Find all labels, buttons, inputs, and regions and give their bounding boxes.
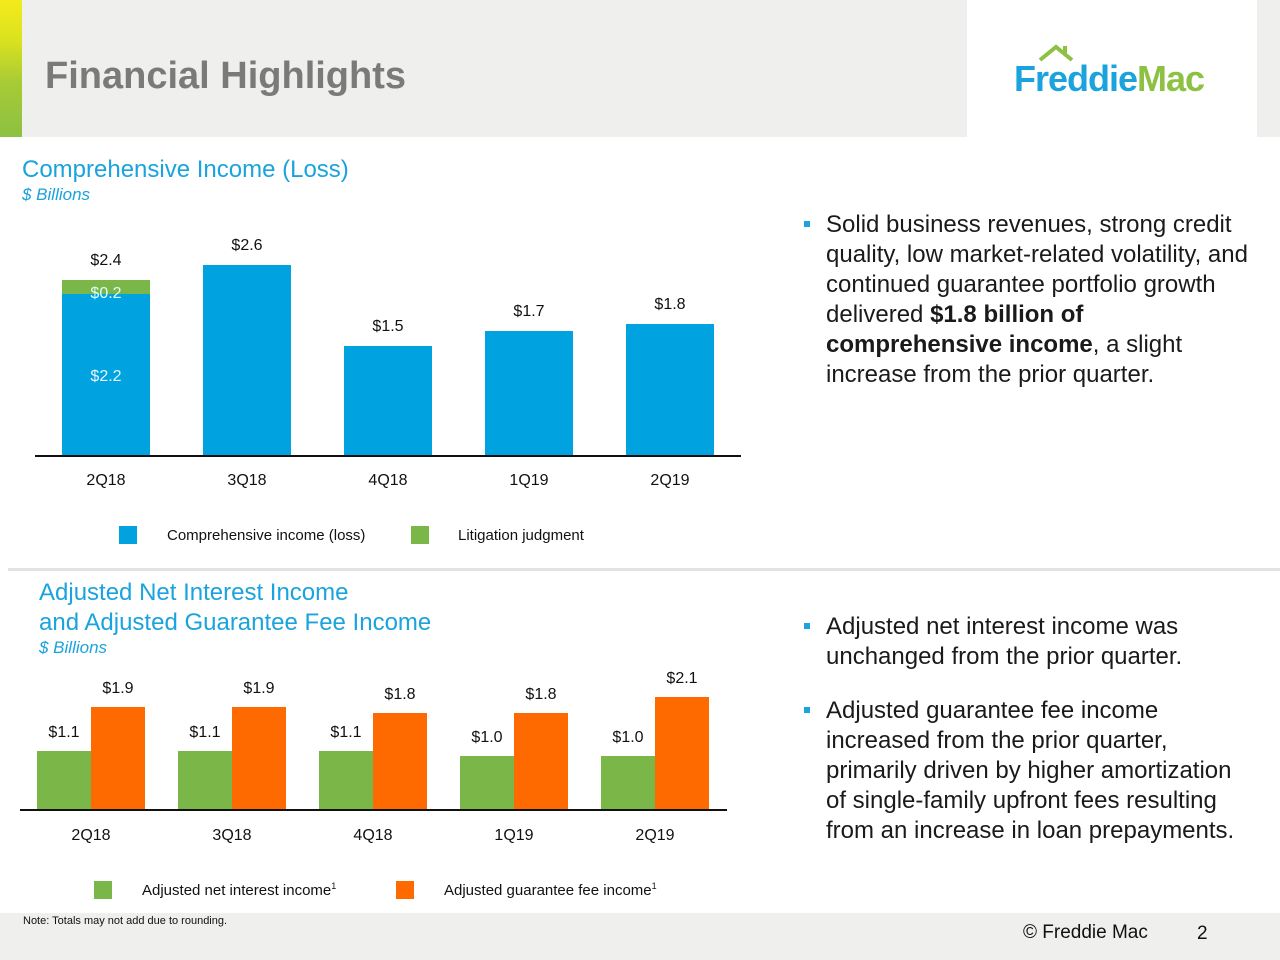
chart2-title-line2: and Adjusted Guarantee Fee Income bbox=[39, 609, 432, 636]
accent-bar bbox=[0, 0, 22, 137]
total-label: $2.4 bbox=[90, 251, 122, 269]
house-roof-icon bbox=[1038, 44, 1074, 62]
value-label: $1.1 bbox=[189, 723, 221, 741]
chart1-axis bbox=[35, 455, 741, 457]
x-tick-label: 1Q19 bbox=[509, 472, 549, 489]
legend-swatch-gfee bbox=[396, 881, 414, 899]
footer-note: Note: Totals may not add due to rounding… bbox=[23, 915, 228, 927]
segment-label-base: $2.2 bbox=[90, 368, 122, 385]
freddie-mac-logo: FreddieMac bbox=[1014, 44, 1205, 100]
chart2-units: $ Billions bbox=[39, 638, 108, 657]
bullet-icon bbox=[804, 623, 810, 629]
bar-guarantee-fee bbox=[514, 712, 568, 810]
bar-guarantee-fee bbox=[655, 696, 709, 810]
total-label: $1.5 bbox=[372, 317, 404, 335]
value-label: $1.9 bbox=[102, 680, 134, 698]
footer bbox=[0, 913, 1280, 960]
bar-net-interest bbox=[37, 750, 91, 810]
x-tick-label: 3Q18 bbox=[227, 472, 267, 489]
bullet-item: Solid business revenues, strong credit q… bbox=[800, 210, 1250, 390]
bar-guarantee-fee bbox=[91, 707, 145, 810]
legend-swatch-comprehensive bbox=[119, 526, 137, 544]
x-tick-label: 1Q19 bbox=[494, 827, 534, 844]
logo-part1: Freddie bbox=[1014, 58, 1138, 99]
bullet-text-end: , a slight increase from the prior quart… bbox=[826, 331, 1183, 388]
chart1-title: Comprehensive Income (Loss) bbox=[22, 156, 349, 183]
segment-label-top: $0.2 bbox=[90, 284, 122, 302]
x-tick-label: 2Q19 bbox=[650, 472, 690, 489]
legend-litigation: Litigation judgment bbox=[458, 527, 584, 544]
bullet-item: Adjusted net interest income was unchang… bbox=[800, 612, 1240, 672]
legend-nii: Adjusted net interest income1 bbox=[142, 881, 336, 899]
logo-part2: Mac bbox=[1137, 58, 1205, 99]
bar-comprehensive bbox=[485, 331, 573, 456]
chart2-title-line1: Adjusted Net Interest Income bbox=[39, 579, 349, 606]
page-number: 2 bbox=[1197, 923, 1208, 944]
legend-swatch-litigation bbox=[411, 526, 429, 544]
income-chart: $1.1 $1.9 2Q18 $1.1 $1.9 3Q18 $1.1 $1.8 4Q18 $1.0… bbox=[37, 669, 709, 844]
x-tick-label: 3Q18 bbox=[212, 827, 252, 844]
bullet-item: Adjusted guarantee fee income increased … bbox=[800, 696, 1240, 846]
bar-comprehensive bbox=[62, 294, 150, 456]
x-tick-label: 2Q18 bbox=[86, 472, 126, 489]
bullet-bold: $1.8 billion of comprehensive income bbox=[826, 301, 1093, 358]
value-label: $1.8 bbox=[384, 685, 416, 703]
bar-guarantee-fee bbox=[232, 707, 286, 810]
bullet-list-top: Solid business revenues, strong credit q… bbox=[800, 210, 1250, 390]
bar-comprehensive bbox=[344, 345, 432, 456]
bullet-text: Solid business revenues, strong credit q… bbox=[826, 211, 1248, 328]
footnote-mark: 1 bbox=[651, 881, 657, 891]
value-label: $1.9 bbox=[243, 680, 275, 698]
comprehensive-income-chart: $2.4 2Q18 $0.2 $2.2 $2.6 3Q18 $1.5 4Q18 $1.7 1Q19… bbox=[0, 0, 760, 560]
value-label: $1.0 bbox=[612, 729, 644, 746]
x-tick-label: 2Q18 bbox=[71, 827, 111, 844]
legend-swatch-nii bbox=[94, 881, 112, 899]
x-tick-label: 4Q18 bbox=[353, 827, 393, 844]
legend-gfee: Adjusted guarantee fee income1 bbox=[444, 881, 657, 899]
value-label: $2.1 bbox=[666, 669, 698, 687]
value-label: $1.8 bbox=[525, 685, 557, 703]
legend-gfee-text: Adjusted guarantee fee income bbox=[444, 882, 652, 899]
bar-comprehensive bbox=[626, 323, 714, 456]
value-label: $1.0 bbox=[471, 729, 503, 746]
bar-comprehensive bbox=[203, 264, 291, 456]
bullet-icon bbox=[804, 707, 810, 713]
value-label: $1.1 bbox=[330, 723, 362, 741]
logo-area bbox=[967, 0, 1257, 137]
chart1-units: $ Billions bbox=[22, 185, 91, 204]
bullet-list-bottom: Adjusted net interest income was unchang… bbox=[800, 612, 1240, 846]
footnote-mark: 1 bbox=[331, 881, 337, 891]
legend-comprehensive: Comprehensive income (loss) bbox=[167, 527, 366, 544]
bar-net-interest bbox=[460, 756, 514, 810]
total-label: $2.6 bbox=[231, 236, 263, 254]
bar-net-interest bbox=[319, 750, 373, 810]
bar-guarantee-fee bbox=[373, 712, 427, 810]
bar-litigation bbox=[62, 279, 150, 295]
section-divider bbox=[8, 568, 1280, 571]
bar-net-interest bbox=[601, 756, 655, 810]
x-tick-label: 4Q18 bbox=[368, 472, 408, 489]
bullet-text: Adjusted net interest income was unchang… bbox=[826, 613, 1183, 670]
chart2-axis bbox=[20, 809, 727, 811]
page-title: Financial Highlights bbox=[45, 55, 407, 97]
value-label: $1.1 bbox=[48, 723, 80, 741]
bar-net-interest bbox=[178, 750, 232, 810]
copyright: © Freddie Mac bbox=[1023, 922, 1148, 943]
bullet-text: Adjusted guarantee fee income increased … bbox=[826, 697, 1235, 844]
x-tick-label: 2Q19 bbox=[635, 827, 675, 844]
header-strip bbox=[1257, 0, 1280, 137]
total-label: $1.8 bbox=[654, 295, 686, 313]
legend-nii-text: Adjusted net interest income bbox=[142, 882, 332, 899]
header-band bbox=[0, 0, 967, 137]
total-label: $1.7 bbox=[513, 303, 545, 321]
bullet-icon bbox=[804, 221, 810, 227]
